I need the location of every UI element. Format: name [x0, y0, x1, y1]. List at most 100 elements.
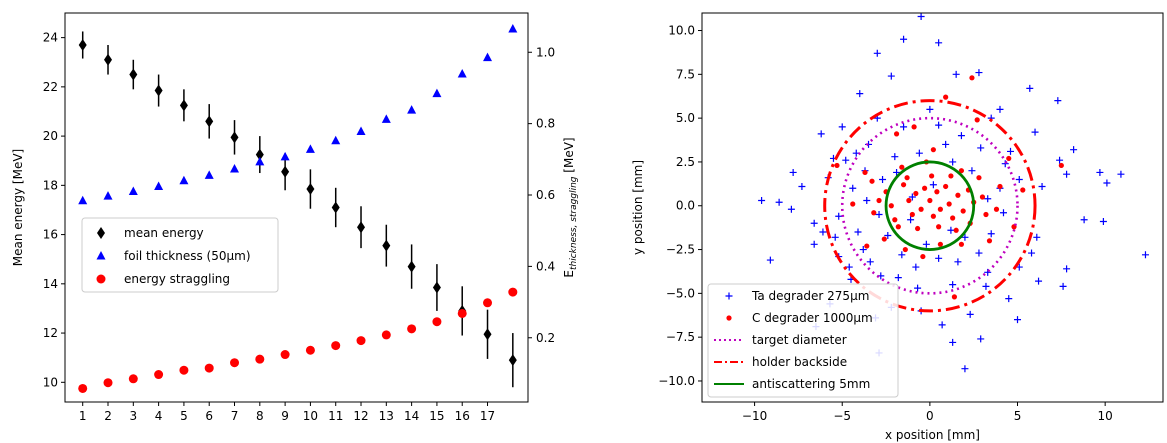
data-point — [922, 185, 928, 191]
data-point — [862, 169, 868, 176]
data-point — [922, 240, 930, 248]
data-point — [918, 206, 924, 212]
y-tick-label: −10.0 — [658, 374, 695, 388]
data-point — [983, 211, 989, 218]
data-point — [906, 197, 912, 204]
data-point — [154, 181, 164, 190]
x-axis-label: x position [mm] — [885, 428, 980, 442]
data-point — [457, 69, 467, 78]
data-point — [884, 232, 892, 240]
x-tick-label: 10 — [1098, 409, 1113, 423]
y-tick-label: 16 — [43, 228, 58, 242]
data-point — [893, 131, 900, 137]
data-point — [798, 182, 806, 190]
data-point — [255, 354, 265, 364]
y2-axis-label: Ethickness, straggling [MeV] — [562, 137, 579, 277]
y-axis-label: y position [mm] — [631, 160, 645, 255]
data-point — [1028, 249, 1036, 257]
data-point — [904, 175, 910, 181]
data-point — [230, 163, 240, 173]
legend-marker — [97, 227, 105, 239]
data-point — [845, 263, 853, 271]
data-point — [1096, 168, 1104, 176]
y2-label-subscript: thickness, straggling — [569, 176, 579, 270]
circle-dotted — [840, 116, 1019, 295]
data-point — [331, 201, 340, 214]
series-circle — [78, 287, 518, 393]
data-point — [911, 124, 917, 130]
data-point — [103, 191, 113, 200]
data-point — [879, 175, 887, 183]
data-point — [893, 168, 901, 176]
data-point — [908, 193, 916, 201]
data-point — [949, 338, 957, 346]
data-point — [950, 215, 956, 221]
legend-marker — [96, 274, 106, 284]
data-point — [909, 211, 915, 218]
data-point — [407, 105, 417, 114]
data-point — [979, 194, 986, 200]
legend-label: target diameter — [752, 333, 847, 347]
legend-label: mean energy — [124, 226, 204, 240]
data-point — [835, 212, 843, 220]
data-point — [483, 52, 493, 62]
data-point — [958, 168, 965, 174]
data-point — [986, 238, 993, 244]
data-point — [912, 263, 920, 271]
data-point — [432, 281, 441, 294]
y-tick-label: 12 — [43, 326, 58, 340]
data-point — [305, 345, 315, 355]
data-point — [942, 140, 950, 148]
y2-tick-label: 1.0 — [536, 45, 555, 59]
data-point — [1015, 175, 1023, 183]
data-point — [1006, 155, 1012, 162]
data-point — [937, 206, 943, 212]
data-point — [508, 354, 517, 367]
data-point — [758, 196, 766, 204]
data-point — [842, 156, 850, 164]
data-point — [205, 115, 214, 128]
data-point — [993, 206, 1000, 212]
data-point — [280, 151, 290, 161]
data-point — [961, 365, 969, 373]
data-point — [850, 201, 856, 207]
data-point — [966, 310, 974, 318]
legend-marker — [725, 292, 733, 300]
data-point — [876, 197, 882, 204]
position-chart: −10 −5 0 5 10 −10.0 −7.5 −5.0 −2.5 0.0 2.5 5.0 7.5 10… — [631, 12, 1164, 442]
data-point — [873, 49, 881, 57]
data-point — [920, 253, 926, 260]
data-point — [930, 213, 936, 219]
x-tick-label: 1 — [79, 409, 87, 423]
data-point — [999, 209, 1007, 217]
legend-box — [81, 217, 279, 293]
data-point — [987, 230, 995, 238]
data-point — [129, 68, 138, 81]
data-point — [819, 228, 827, 236]
data-point — [926, 105, 934, 113]
data-point — [1141, 251, 1149, 259]
data-point — [838, 123, 846, 131]
data-point — [915, 149, 923, 157]
data-point — [483, 328, 492, 341]
data-point — [953, 227, 959, 233]
x-tick-label: 10 — [303, 409, 318, 423]
data-point — [935, 254, 943, 262]
x-tick-label: 9 — [281, 409, 289, 423]
x-tick-label: 14 — [404, 409, 419, 423]
data-point — [895, 224, 901, 230]
data-point — [1001, 160, 1009, 168]
y-tick-label: 24 — [43, 31, 58, 45]
data-point — [969, 75, 975, 81]
data-point — [898, 251, 906, 259]
data-point — [381, 114, 391, 123]
data-point — [943, 94, 949, 100]
data-point — [943, 183, 949, 190]
data-point — [946, 201, 952, 207]
data-point — [881, 236, 887, 242]
plot-area — [758, 13, 1149, 373]
data-point — [1054, 97, 1062, 105]
data-point — [775, 198, 783, 206]
data-point — [1080, 216, 1088, 224]
